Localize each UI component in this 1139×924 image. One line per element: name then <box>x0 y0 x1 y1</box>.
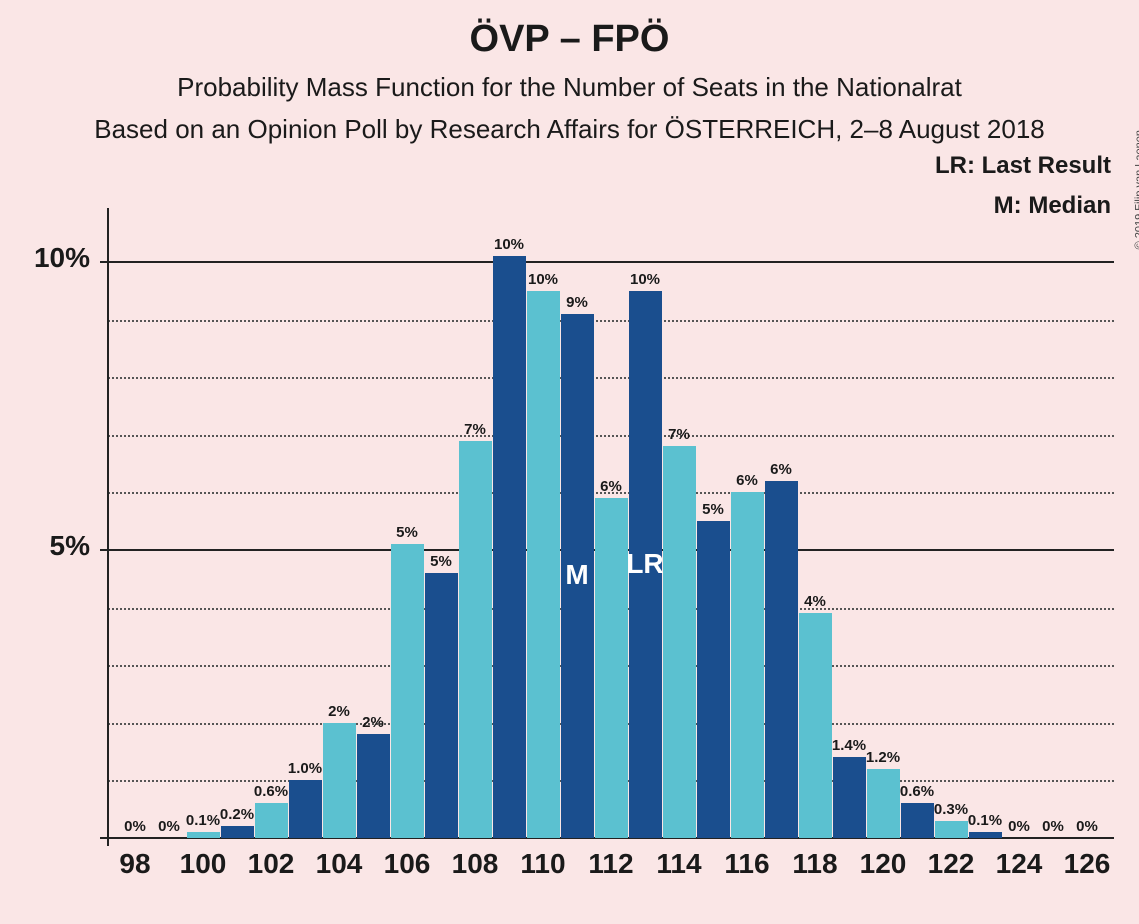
grid-major <box>100 261 1114 263</box>
copyright-text: © 2019 Filip van Laenen <box>1133 130 1139 249</box>
bar <box>765 481 798 838</box>
bar <box>799 613 832 838</box>
x-axis-label: 100 <box>168 848 238 880</box>
bar-value-label: 6% <box>756 461 806 478</box>
x-axis-label: 122 <box>916 848 986 880</box>
grid-minor <box>108 320 1114 322</box>
y-axis-label: 5% <box>0 530 90 562</box>
legend-last-result: LR: Last Result <box>935 152 1111 180</box>
bar <box>697 521 730 838</box>
x-axis-label: 120 <box>848 848 918 880</box>
bar-value-label: 10% <box>484 236 534 253</box>
bar-value-label: 10% <box>518 271 568 288</box>
x-axis-label: 118 <box>780 848 850 880</box>
chart-subtitle-2: Based on an Opinion Poll by Research Aff… <box>0 114 1139 145</box>
bar-value-label: 0.6% <box>892 783 942 800</box>
x-axis-label: 126 <box>1052 848 1122 880</box>
bar-value-label: 4% <box>790 593 840 610</box>
grid-minor <box>108 377 1114 379</box>
x-axis-label: 98 <box>100 848 170 880</box>
grid-minor <box>108 435 1114 437</box>
y-axis-label: 10% <box>0 242 90 274</box>
x-axis-label: 102 <box>236 848 306 880</box>
x-axis-label: 116 <box>712 848 782 880</box>
bar <box>391 544 424 838</box>
bar-value-label: 0% <box>1062 818 1112 835</box>
x-axis-label: 110 <box>508 848 578 880</box>
bar <box>459 441 492 838</box>
bar-value-label: 7% <box>654 426 704 443</box>
bar <box>323 723 356 838</box>
bar <box>357 734 390 838</box>
bar <box>833 757 866 838</box>
chart-subtitle-1: Probability Mass Function for the Number… <box>0 72 1139 103</box>
bar-value-label: 10% <box>620 271 670 288</box>
chart-title: ÖVP – FPÖ <box>0 18 1139 61</box>
bar <box>187 832 220 838</box>
bar-value-label: 1.2% <box>858 749 908 766</box>
x-axis-label: 108 <box>440 848 510 880</box>
plot-area: 5%10%0%0%0.1%0.2%0.6%1.0%2%2%5%5%7%10%10… <box>108 216 1114 838</box>
x-axis-label: 114 <box>644 848 714 880</box>
y-axis-line <box>107 208 109 846</box>
x-axis-label: 104 <box>304 848 374 880</box>
bar-value-label: 9% <box>552 294 602 311</box>
bar <box>731 492 764 838</box>
x-axis-label: 112 <box>576 848 646 880</box>
x-axis-label: 124 <box>984 848 1054 880</box>
bar <box>425 573 458 838</box>
x-axis-label: 106 <box>372 848 442 880</box>
bar <box>221 826 254 838</box>
bar <box>255 803 288 838</box>
bar-value-label: 5% <box>382 524 432 541</box>
bar <box>289 780 322 838</box>
bar <box>867 769 900 838</box>
bar <box>493 256 526 838</box>
